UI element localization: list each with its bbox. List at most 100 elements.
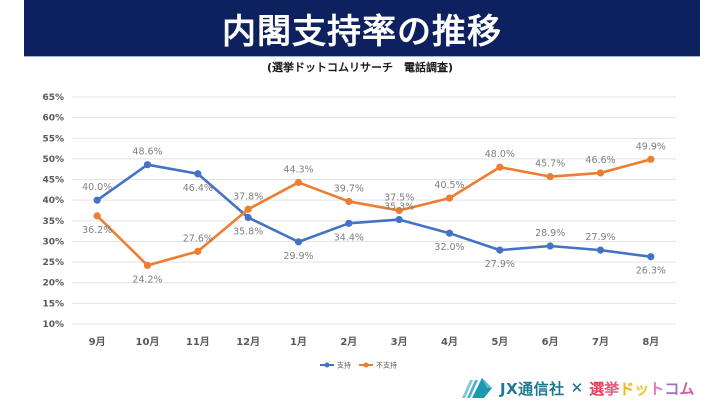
x-tick-label: 6月 (542, 336, 559, 348)
data-label: 46.6% (585, 155, 615, 166)
data-label: 44.3% (283, 164, 313, 175)
senkyo-logo-char: ト (649, 379, 665, 398)
data-point (395, 215, 403, 224)
y-tick-label: 20% (42, 279, 64, 289)
data-label: 24.2% (132, 274, 162, 285)
legend-marker (324, 362, 330, 368)
data-labels: 40.0% 48.6% 46.4% 35.8% 29.9% 34.4% 35.3% 32.0%… (82, 141, 666, 285)
data-point (194, 170, 202, 178)
data-label: 29.9% (283, 251, 313, 262)
senkyo-logo-char: ム (679, 379, 695, 398)
x-tick-label: 7月 (592, 336, 609, 348)
data-point (93, 212, 101, 220)
cross-separator: ✕ (570, 379, 584, 397)
x-axis: 9月 10月 11月 12月 1月 2月 3月 4月 5月 6月 7月 8月 (89, 336, 660, 348)
data-label: 37.8% (233, 191, 263, 202)
jx-logo-icon (462, 378, 492, 398)
chart-subtitle: (選挙ドットコムリサーチ 電話調査) (266, 61, 454, 74)
data-label: 27.9% (585, 232, 615, 243)
data-point (194, 247, 202, 255)
y-tick-label: 65% (42, 93, 64, 103)
data-label: 48.0% (485, 149, 515, 160)
data-point (143, 261, 152, 269)
data-point (93, 196, 101, 204)
data-label: 37.5% (384, 193, 414, 204)
jx-logo-text: JX通信社 (500, 379, 565, 398)
data-point (546, 173, 554, 181)
data-point (596, 246, 605, 254)
y-tick-label: 55% (42, 134, 64, 144)
data-point (395, 206, 403, 215)
x-tick-label: 12月 (236, 336, 260, 348)
y-axis: 10% 15% 20% 25% 30% 35% 40% 45% 50% 55% 60% 65% (42, 93, 64, 330)
data-point (345, 219, 353, 227)
x-tick-label: 11月 (186, 336, 210, 348)
data-point (294, 178, 303, 187)
y-tick-label: 25% (42, 258, 64, 268)
series-group (93, 155, 655, 269)
data-point (244, 213, 252, 222)
series-line-nonsupport (96, 158, 652, 267)
x-tick-label: 9月 (89, 336, 106, 348)
senkyo-logo-char: ド (619, 379, 635, 398)
gridlines (72, 96, 676, 325)
y-tick-label: 40% (42, 196, 64, 206)
data-label: 32.0% (434, 242, 464, 253)
series-line-support (96, 163, 652, 259)
data-label: 35.3% (384, 202, 414, 213)
data-label: 26.3% (636, 266, 666, 277)
x-tick-label: 3月 (391, 336, 408, 348)
x-tick-label: 8月 (642, 336, 659, 348)
y-tick-label: 10% (42, 320, 64, 330)
data-point (345, 197, 353, 206)
footer-logo: JX通信社 ✕ 選挙ドットコム (460, 374, 694, 402)
data-point (496, 246, 504, 254)
data-label: 45.7% (535, 159, 565, 170)
data-point (244, 205, 252, 213)
data-point (546, 242, 554, 250)
data-point (596, 169, 605, 177)
data-point (647, 253, 655, 261)
data-label: 35.8% (233, 227, 263, 238)
x-tick-label: 4月 (441, 336, 458, 348)
x-tick-label: 5月 (491, 336, 508, 348)
data-point (445, 194, 454, 202)
data-point (647, 155, 655, 163)
data-point (496, 163, 504, 171)
senkyo-logo-char: コ (664, 379, 680, 398)
data-point (294, 238, 303, 246)
chart-title: 内閣支持率の推移 (222, 11, 502, 52)
title-banner: 内閣支持率の推移 (24, 0, 700, 57)
data-point (445, 229, 454, 237)
senkyo-logo-char: 挙 (604, 379, 620, 398)
senkyo-logo-text: 選挙ドットコム (589, 378, 694, 399)
data-label: 49.9% (636, 141, 666, 152)
data-label: 46.4% (183, 183, 213, 194)
data-label: 40.0% (82, 182, 112, 193)
data-label: 27.6% (183, 233, 213, 244)
x-tick-label: 2月 (340, 336, 357, 348)
data-label: 36.2% (82, 225, 112, 236)
y-tick-label: 35% (42, 217, 64, 227)
data-label: 28.9% (535, 228, 565, 239)
data-point (143, 161, 152, 169)
y-tick-label: 60% (42, 114, 64, 124)
x-tick-label: 10月 (136, 336, 160, 348)
data-label: 34.4% (334, 232, 364, 243)
y-tick-label: 15% (42, 299, 64, 309)
legend-marker (363, 362, 369, 368)
legend-label: 支持 (337, 361, 351, 370)
senkyo-logo-char: 選 (589, 379, 605, 398)
data-label: 39.7% (334, 183, 364, 194)
y-tick-label: 50% (42, 155, 64, 165)
data-label: 40.5% (434, 180, 464, 191)
legend-label: 不支持 (376, 361, 397, 370)
legend: 支持 不支持 (320, 361, 397, 370)
y-tick-label: 30% (42, 237, 64, 247)
data-label: 48.6% (132, 147, 162, 158)
y-tick-label: 45% (42, 176, 64, 186)
data-label: 27.9% (485, 259, 515, 270)
senkyo-logo-char: ッ (634, 379, 650, 398)
x-tick-label: 1月 (290, 336, 307, 348)
